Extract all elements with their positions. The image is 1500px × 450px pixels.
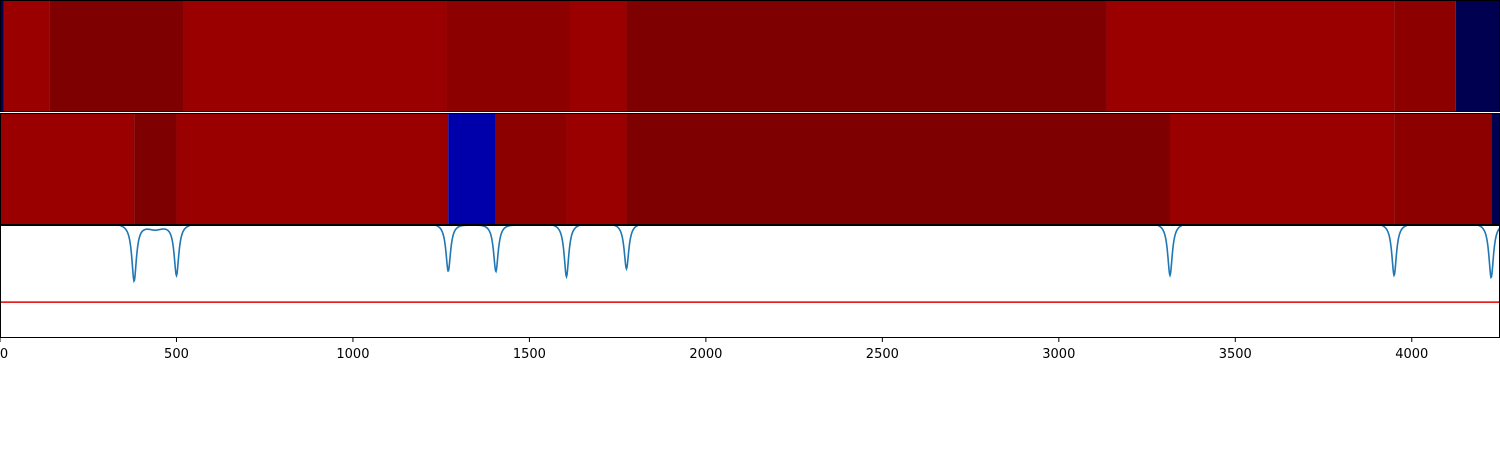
track-2-segment-10: [1491, 114, 1500, 224]
track-1-segment-10: [1455, 1, 1500, 111]
x-tick-label-1500: 1500: [513, 347, 546, 362]
track-1-segment-6: [570, 1, 627, 111]
x-tick-label-3000: 3000: [1042, 347, 1075, 362]
track-2-segment-4: [448, 114, 496, 224]
x-tick-label-2500: 2500: [866, 347, 899, 362]
track-1-segment-1: [0, 1, 4, 111]
track-2-segment-7: [626, 114, 1170, 224]
track-2-segment-2: [134, 114, 177, 224]
x-tick-label-500: 500: [164, 347, 189, 362]
track-1-segment-5: [446, 1, 570, 111]
track-1-segment-8: [1106, 1, 1395, 111]
track-2-segment-6: [566, 114, 627, 224]
x-tick-label-1000: 1000: [336, 347, 369, 362]
signal-line: [119, 226, 1500, 284]
track-2-segment-8: [1170, 114, 1395, 224]
track-1-segment-3: [49, 1, 184, 111]
track-2-segment-3: [176, 114, 449, 224]
line-panel-frame: [0, 225, 1500, 338]
track-1-segment-7: [626, 1, 1107, 111]
track-1-segment-2: [3, 1, 50, 111]
x-axis: 0 500 1000 1500 2000 2500 3000 3500 4000: [0, 338, 1428, 362]
track-2-segment-5: [495, 114, 567, 224]
track-1-segment-9: [1394, 1, 1456, 111]
line-panel: [0, 226, 1500, 303]
segment-track-1: [0, 1, 1500, 111]
track-2-segment-1: [0, 114, 135, 224]
x-tick-label-2000: 2000: [689, 347, 722, 362]
track-1-segment-4: [183, 1, 447, 111]
track-2-segment-9: [1394, 114, 1492, 224]
x-tick-label-0: 0: [0, 347, 8, 362]
x-tick-label-3500: 3500: [1219, 347, 1252, 362]
x-tick-label-4000: 4000: [1395, 347, 1428, 362]
segment-track-2: [0, 114, 1500, 224]
